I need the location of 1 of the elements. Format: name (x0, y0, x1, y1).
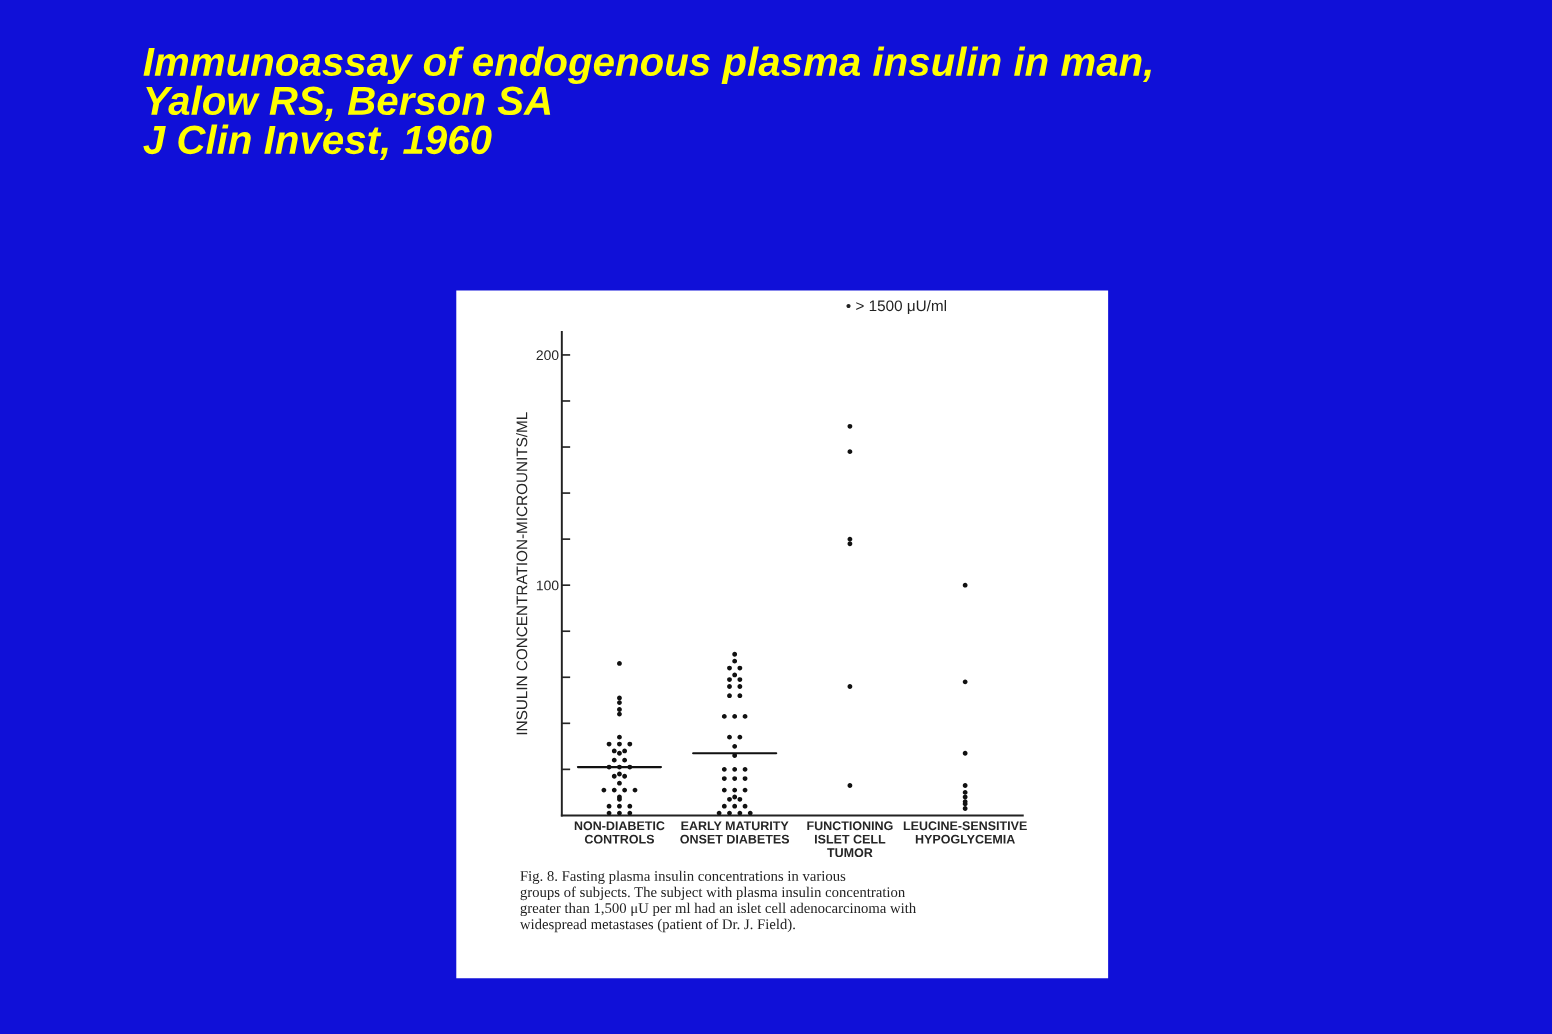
chart-title: Immunoassay of endogenous plasma insulin in man, Yalow RS, Berson SA J Clin Invest, 1960 (143, 46, 1151, 160)
